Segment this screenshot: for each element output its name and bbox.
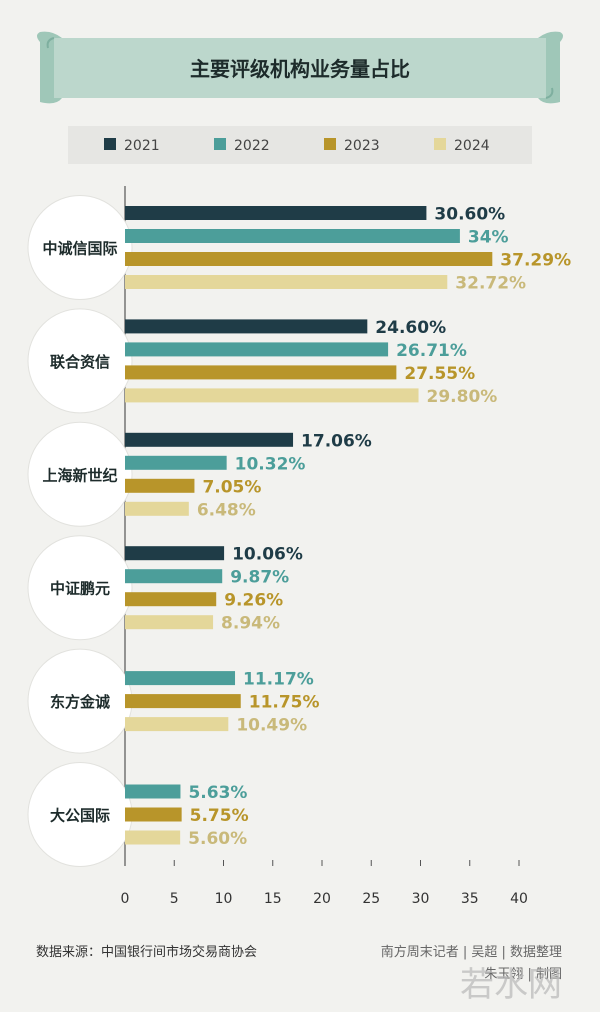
category-bubble-3: [27, 535, 133, 641]
category-label-2: 上海新世纪: [42, 466, 117, 484]
category-label-0: 中诚信国际: [42, 240, 117, 258]
data-label-2024-0: 32.72%: [455, 274, 526, 294]
category-bubble-2: [27, 421, 133, 527]
data-label-2023-4: 11.75%: [249, 693, 320, 713]
data-label-2022-5: 5.63%: [188, 783, 247, 803]
x-tick-label-35: 35: [461, 891, 479, 907]
x-tick-label-5: 5: [170, 891, 179, 907]
legend-label-2022: 2022: [234, 138, 270, 154]
category-label-3: 中证鹏元: [50, 580, 110, 598]
bar-2024-2: [125, 501, 189, 516]
bar-2024-0: [125, 275, 448, 289]
credit-line-2: 朱玉翎 | 制图: [484, 967, 562, 982]
bar-2021-1: [125, 319, 368, 334]
bar-2022-0: [125, 229, 460, 243]
data-label-2021-2: 17.06%: [301, 431, 372, 451]
data-label-2024-5: 5.60%: [188, 829, 247, 849]
bar-2023-5: [125, 807, 182, 822]
x-tick-label-25: 25: [362, 891, 380, 907]
x-tick-label-0: 0: [121, 891, 130, 907]
bar-2024-5: [125, 830, 181, 845]
source-note: 数据来源：中国银行间市场交易商协会: [36, 944, 257, 960]
legend-swatch-2024: [434, 138, 446, 150]
data-label-2022-2: 10.32%: [235, 454, 306, 474]
watermark: 若水网: [460, 965, 562, 1005]
data-label-2023-5: 5.75%: [190, 806, 249, 826]
data-label-2022-1: 26.71%: [396, 341, 467, 361]
bar-2024-4: [125, 717, 229, 732]
bar-2022-4: [125, 671, 236, 686]
category-label-5: 大公国际: [50, 807, 110, 825]
bar-2023-2: [125, 478, 195, 493]
data-label-2023-0: 37.29%: [500, 251, 571, 271]
bar-2021-2: [125, 432, 294, 447]
x-tick-label-20: 20: [313, 891, 331, 907]
bar-2021-3: [125, 546, 225, 561]
legend-swatch-2022: [214, 138, 226, 150]
bar-2022-3: [125, 569, 223, 584]
chart-title: 主要评级机构业务量占比: [190, 57, 410, 81]
legend-swatch-2023: [324, 138, 336, 150]
data-label-2024-4: 10.49%: [236, 716, 307, 736]
legend-swatch-2021: [104, 138, 116, 150]
bar-2021-0: [125, 206, 427, 220]
x-tick-label-15: 15: [264, 891, 282, 907]
data-label-2022-4: 11.17%: [243, 670, 314, 690]
data-label-2023-3: 9.26%: [224, 591, 283, 611]
legend: 2021 2022 2023 2024: [68, 126, 532, 164]
legend-label-2024: 2024: [454, 138, 490, 154]
bar-2023-4: [125, 694, 241, 709]
bar-2022-1: [125, 342, 389, 357]
category-bubble-0: [27, 195, 133, 300]
data-label-2024-1: 29.80%: [427, 387, 498, 407]
legend-label-2023: 2023: [344, 138, 380, 154]
data-label-2024-2: 6.48%: [197, 500, 256, 520]
bar-2023-0: [125, 252, 493, 266]
data-label-2022-0: 34%: [468, 228, 509, 248]
bar-2024-1: [125, 388, 419, 403]
bar-2022-5: [125, 784, 181, 799]
credit-line-1: 南方周末记者 | 吴超 | 数据整理: [381, 944, 562, 960]
data-label-2021-3: 10.06%: [232, 545, 303, 565]
bar-2023-3: [125, 592, 217, 607]
bar-2023-1: [125, 365, 397, 380]
data-label-2021-0: 30.60%: [434, 205, 505, 225]
data-label-2022-3: 9.87%: [230, 568, 289, 588]
data-label-2021-1: 24.60%: [375, 318, 446, 338]
bar-2024-3: [125, 615, 214, 630]
title-banner: [37, 31, 563, 104]
data-label-2023-1: 27.55%: [404, 364, 475, 384]
plot-area: 0 5 10 15 20 25 30 35 40 中诚信国际 30.60% 34% 37.29% 32.7…: [27, 186, 571, 907]
x-tick-label-40: 40: [510, 891, 528, 907]
data-label-2023-2: 7.05%: [202, 477, 261, 497]
x-tick-label-30: 30: [412, 891, 430, 907]
category-label-4: 东方金诚: [50, 693, 110, 711]
category-label-1: 联合资信: [50, 353, 110, 371]
data-label-2024-3: 8.94%: [221, 614, 280, 634]
category-bubble-1: [27, 308, 133, 414]
x-tick-label-10: 10: [215, 891, 233, 907]
legend-label-2021: 2021: [124, 138, 160, 154]
bar-2022-2: [125, 455, 227, 470]
